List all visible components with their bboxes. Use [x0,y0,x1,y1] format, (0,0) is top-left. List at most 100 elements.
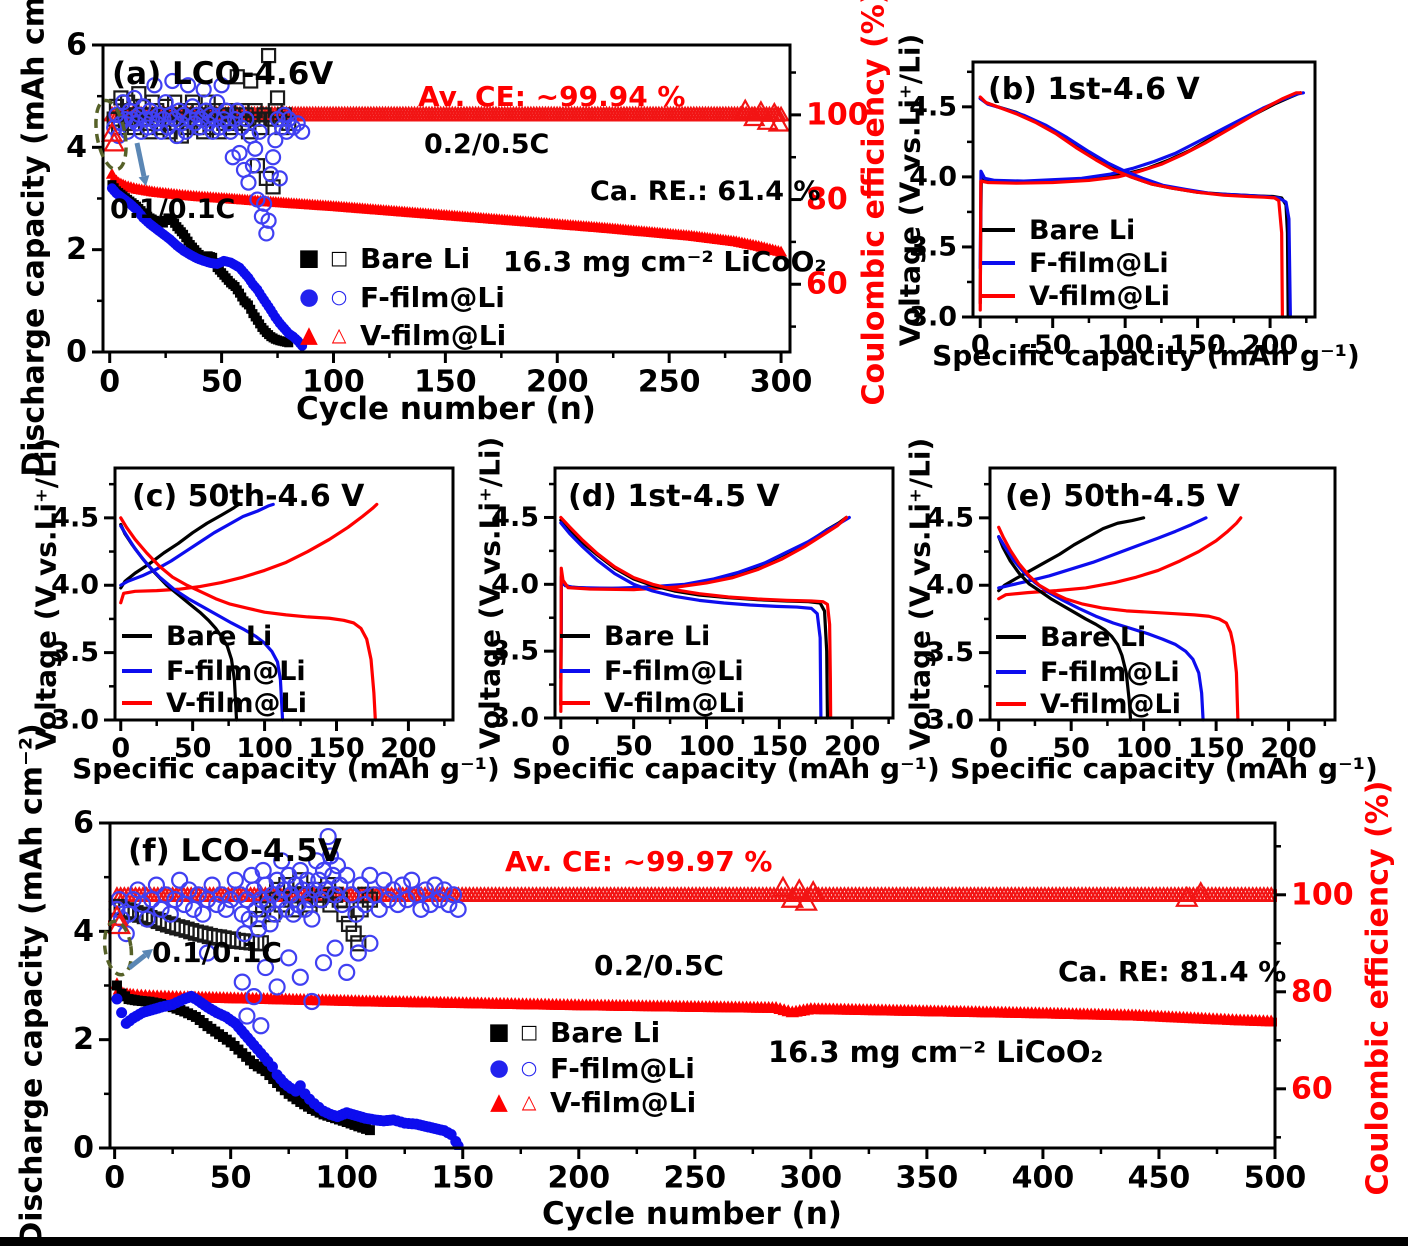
legend-label: F-film@Li [1029,247,1169,279]
panel-d-legend-row-bare-li: Bare Li [560,619,710,653]
svg-text:250: 250 [638,365,701,400]
legend-label: Bare Li [550,1015,661,1049]
panel-f-title: (f) LCO-4.5V [128,833,342,869]
panel-b-plot: 0 50 100 150 200 4.5 4.0 3.5 3.0 [909,60,1317,361]
bottom-black-bar [0,1237,1408,1246]
filled-square-marker-icon: ■ [298,245,320,271]
panel-f-rate-annotation: 0.2/0.5C [594,949,724,982]
svg-text:100: 100 [806,97,869,132]
svg-text:50: 50 [1052,733,1090,764]
svg-text:0: 0 [66,335,87,370]
panel-d-x-axis-title: Specific capacity (mAh g⁻¹) [512,752,940,785]
svg-text:4.0: 4.0 [909,161,957,192]
legend-label: F-film@Li [360,280,505,314]
legend-label: V-film@Li [550,1085,697,1119]
panel-d-legend-row-f-film: F-film@Li [560,654,744,688]
svg-text:100: 100 [678,731,734,762]
svg-text:2: 2 [66,232,87,267]
svg-text:4.5: 4.5 [491,502,539,533]
svg-text:50: 50 [201,365,243,400]
svg-text:6: 6 [66,28,87,63]
blue-line-sample [122,669,152,673]
panel-e-plot: 0 50 100 150 200 4.5 4.0 3.5 3.0 [926,466,1337,764]
svg-text:4: 4 [73,914,94,949]
svg-text:150: 150 [431,1161,494,1196]
panel-c-legend-row-f-film: F-film@Li [122,654,306,688]
panel-f-y-axis-title: Discharge capacity (mAh cm⁻²) [14,723,50,1246]
legend-label: Bare Li [360,241,471,275]
svg-text:50: 50 [210,1161,252,1196]
panel-b-title: (b) 1st-4.6 V [988,72,1200,107]
svg-text:80: 80 [1291,974,1333,1009]
svg-text:250: 250 [664,1161,727,1196]
svg-text:150: 150 [751,731,807,762]
svg-text:450: 450 [1128,1161,1191,1196]
svg-text:200: 200 [547,1161,610,1196]
legend-label: F-film@Li [604,655,744,687]
svg-text:100: 100 [315,1161,378,1196]
legend-label: V-film@Li [360,318,507,352]
filled-triangle-marker-icon: ▲ [300,322,318,348]
svg-text:4.0: 4.0 [491,569,539,600]
panel-a-rate-annotation: 0.2/0.5C [424,129,550,160]
svg-text:3.5: 3.5 [926,637,974,668]
legend-label: V-film@Li [166,687,307,719]
panel-e-title: (e) 50th-4.5 V [1005,479,1240,514]
panel-e-legend-row-bare-li: Bare Li [996,620,1146,654]
black-line-sample [996,635,1026,639]
svg-text:4.0: 4.0 [926,570,974,601]
panel-b-y-axis-title: Voltage (V vs.Li⁺/Li) [893,33,927,347]
svg-text:300: 300 [780,1161,843,1196]
legend-label: V-film@Li [1029,280,1170,312]
open-triangle-marker-icon: △ [331,324,347,346]
panel-a-y2-axis-title: Coulombic efficiency (%) [856,0,892,406]
panel-a-initial-rate-annotation: 0.1/0.1C [110,194,236,225]
svg-text:0: 0 [111,733,130,764]
svg-text:150: 150 [1169,330,1225,361]
filled-square-marker-icon: ■ [488,1019,510,1045]
red-line-sample [996,702,1026,706]
panel-f-legend-row-bare-li: ■ □ Bare Li [484,1015,660,1049]
panel-f-loading-annotation: 16.3 mg cm⁻² LiCoO₂ [768,1035,1104,1069]
filled-circle-marker-icon: ● [298,284,320,310]
svg-text:200: 200 [380,733,436,764]
red-line-sample [982,294,1015,298]
open-circle-marker-icon: ○ [520,1057,538,1079]
svg-text:200: 200 [1242,330,1298,361]
legend-label: Bare Li [604,620,711,652]
svg-text:50: 50 [174,733,212,764]
svg-text:150: 150 [308,733,364,764]
svg-text:3.5: 3.5 [491,636,539,667]
legend-label: F-film@Li [1040,656,1180,688]
svg-text:50: 50 [615,731,653,762]
panel-c-y-axis-title: Voltage (V vs.Li⁺/Li) [29,437,63,751]
panel-b-legend-row-v-film: V-film@Li [982,279,1170,313]
legend-label: Bare Li [1040,621,1147,653]
blue-line-sample [560,669,590,673]
svg-text:100: 100 [302,365,365,400]
svg-text:3.0: 3.0 [51,705,99,736]
svg-text:200: 200 [526,365,589,400]
black-line-sample [560,634,590,638]
svg-text:60: 60 [806,267,848,302]
svg-text:3.5: 3.5 [51,637,99,668]
open-triangle-marker-icon: △ [521,1091,537,1113]
blue-line-sample [982,261,1015,265]
panel-d-plot: 0 50 100 150 200 4.5 4.0 3.5 3.0 [491,466,895,762]
panel-f-x-axis-title: Cycle number (n) [542,1196,842,1232]
panel-e-x-axis-title: Specific capacity (mAh g⁻¹) [950,752,1378,785]
panel-b-legend-row-f-film: F-film@Li [982,246,1169,280]
panel-b-legend-row-bare-li: Bare Li [982,213,1135,247]
panel-a-legend-row-f-film: ● ○ F-film@Li [294,280,505,314]
panel-a-title: (a) LCO-4.6V [112,56,334,92]
filled-triangle-marker-icon: ▲ [490,1089,508,1115]
svg-text:3.5: 3.5 [909,231,957,262]
panel-a-legend-row-v-film: ▲ △ V-film@Li [294,318,506,352]
svg-text:200: 200 [824,731,880,762]
panel-e-legend-row-f-film: F-film@Li [996,655,1180,689]
svg-text:100: 100 [1097,330,1153,361]
svg-text:150: 150 [414,365,477,400]
svg-text:0: 0 [99,365,120,400]
panel-e-y-axis-title: Voltage (V vs.Li⁺/Li) [903,437,937,751]
